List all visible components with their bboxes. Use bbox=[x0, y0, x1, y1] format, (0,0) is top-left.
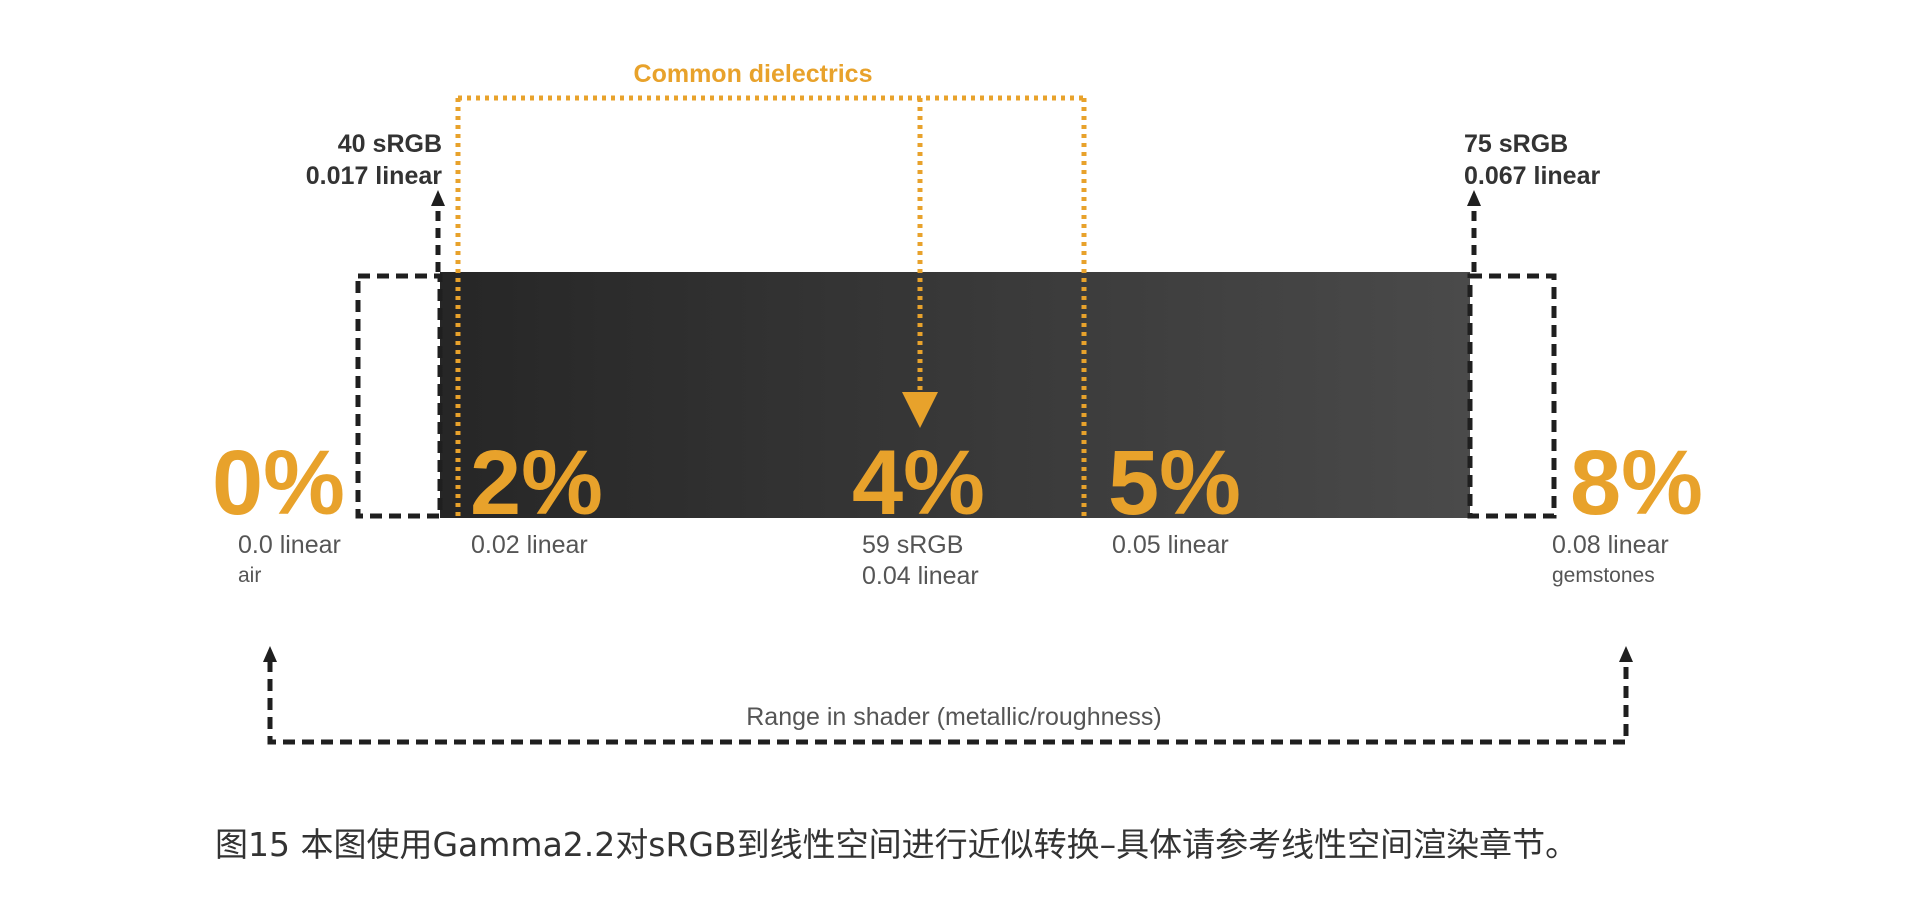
marker-0-material: air bbox=[238, 564, 261, 587]
shader-range-bracket bbox=[263, 646, 1633, 745]
marker-5-linear: 0.05 linear bbox=[1112, 531, 1229, 559]
left-callout-arrow bbox=[431, 190, 445, 272]
right-dashed-box bbox=[1467, 273, 1557, 519]
right-callout-arrow bbox=[1467, 190, 1481, 272]
shader-range-label: Range in shader (metallic/roughness) bbox=[746, 703, 1162, 731]
dielectrics-bracket bbox=[455, 95, 1087, 518]
figure-caption: 图15 本图使用Gamma2.2对sRGB到线性空间进行近似转换–具体请参考线性… bbox=[215, 825, 1579, 864]
right-callout-linear: 0.067 linear bbox=[1464, 162, 1600, 190]
marker-0-percent: 0% bbox=[212, 432, 345, 534]
marker-2-percent: 2% bbox=[470, 432, 603, 534]
left-dashed-box bbox=[355, 273, 443, 519]
shader-range-bar bbox=[440, 272, 1470, 518]
marker-4-srgb: 59 sRGB bbox=[862, 531, 963, 559]
left-callout-linear: 0.017 linear bbox=[306, 162, 442, 190]
left-callout-srgb: 40 sRGB bbox=[338, 130, 442, 158]
marker-8-linear: 0.08 linear bbox=[1552, 531, 1669, 559]
dielectrics-label: Common dielectrics bbox=[634, 60, 873, 88]
dielectrics-arrowhead bbox=[902, 392, 938, 428]
marker-8-percent: 8% bbox=[1570, 432, 1703, 534]
right-callout-srgb: 75 sRGB bbox=[1464, 130, 1568, 158]
marker-2-linear: 0.02 linear bbox=[471, 531, 588, 559]
marker-4-percent: 4% bbox=[852, 432, 985, 534]
marker-8-material: gemstones bbox=[1552, 564, 1655, 587]
marker-5-percent: 5% bbox=[1108, 432, 1241, 534]
marker-0-linear: 0.0 linear bbox=[238, 531, 341, 559]
marker-4-linear: 0.04 linear bbox=[862, 562, 979, 590]
